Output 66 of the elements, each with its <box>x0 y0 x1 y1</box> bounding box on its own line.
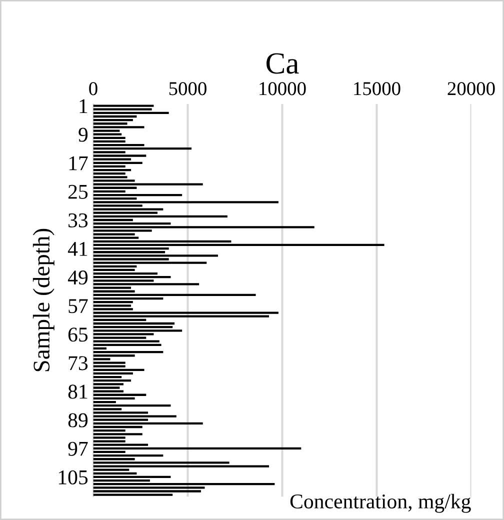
bar <box>93 283 200 286</box>
bar <box>93 312 278 314</box>
bar <box>93 254 218 257</box>
y-tick-label: 97 <box>68 442 88 456</box>
y-tick-label: 65 <box>68 328 88 342</box>
y-tick-label: 33 <box>68 213 88 228</box>
bar <box>93 194 182 196</box>
y-tick-label: 57 <box>68 299 88 314</box>
bar <box>93 394 146 396</box>
y-tick-label: 1 <box>80 99 88 114</box>
bar <box>93 126 144 128</box>
bar <box>93 244 384 246</box>
bar <box>93 136 126 139</box>
bar <box>93 330 182 332</box>
bar <box>93 148 192 150</box>
y-tick-label: 41 <box>68 242 88 256</box>
bar <box>93 454 164 457</box>
bar <box>93 118 133 122</box>
bar <box>93 112 169 114</box>
bar <box>93 276 171 278</box>
x-tick-label: 10000 <box>260 82 306 96</box>
y-tick-label: 105 <box>58 470 88 484</box>
bar <box>93 154 146 157</box>
bar <box>93 133 122 136</box>
bar <box>93 483 275 486</box>
y-tick-label: 81 <box>68 384 88 399</box>
bar <box>93 104 154 107</box>
y-tick-label: 9 <box>78 128 88 142</box>
bar <box>93 350 164 354</box>
bar <box>93 386 120 389</box>
bar <box>93 422 203 425</box>
bar <box>93 340 160 342</box>
y-tick-label: 25 <box>68 184 88 199</box>
bar <box>93 433 142 436</box>
bar <box>93 294 256 296</box>
bar <box>93 262 207 264</box>
bar <box>93 162 142 164</box>
bar <box>93 322 175 325</box>
bar <box>93 226 314 228</box>
bar <box>93 344 162 346</box>
bar <box>93 201 278 204</box>
bar <box>93 215 228 218</box>
y-tick-label: 17 <box>69 156 88 170</box>
bar <box>93 490 201 492</box>
bar <box>93 208 164 210</box>
x-tick-label: 5000 <box>169 82 206 96</box>
bar <box>93 368 144 371</box>
bar <box>93 362 126 364</box>
bar <box>93 415 176 418</box>
bar <box>93 447 302 450</box>
bar <box>93 168 132 172</box>
y-tick-label: 73 <box>68 356 88 370</box>
y-tick-label: 49 <box>68 270 88 285</box>
y-tick-label: 89 <box>68 413 88 428</box>
chart-title: Ca <box>266 53 299 74</box>
bar <box>93 380 132 382</box>
x-tick-label: 0 <box>89 82 98 96</box>
x-axis-title: Concentration, mg/kg <box>290 494 471 513</box>
bar <box>93 304 132 307</box>
y-axis-title: Sample (depth) <box>32 228 54 372</box>
x-tick-label: 20000 <box>448 82 495 96</box>
bar <box>93 183 203 186</box>
x-tick-label: 15000 <box>354 82 400 96</box>
bar <box>93 476 171 478</box>
bar <box>93 404 171 407</box>
bar <box>93 465 270 468</box>
